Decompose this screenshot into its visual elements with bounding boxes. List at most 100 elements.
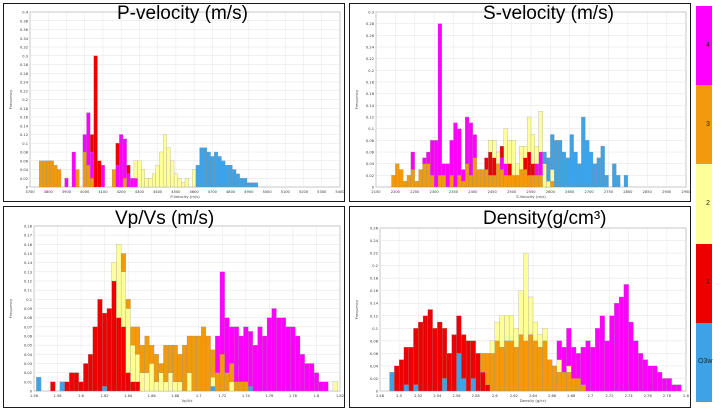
histogram-bar — [461, 378, 467, 392]
histogram-bar — [614, 303, 620, 392]
histogram-bar — [78, 381, 84, 392]
x-tick-label: 4400 — [153, 190, 163, 194]
y-tick-label: 0.22 — [366, 57, 374, 61]
histogram-bar — [111, 280, 117, 392]
x-tick-label: 2900 — [662, 190, 672, 194]
histogram-bar — [657, 372, 663, 392]
histogram-bar — [571, 378, 577, 392]
histogram-bar — [53, 165, 58, 188]
histogram-bar — [647, 365, 653, 392]
x-tick-label: 4500 — [171, 190, 181, 194]
histogram-bar — [82, 151, 87, 188]
histogram-bar — [609, 315, 615, 392]
histogram-bar — [254, 182, 259, 188]
histogram-bar — [139, 345, 145, 373]
histogram-bar — [229, 381, 235, 392]
y-tick-label: 0.24 — [366, 46, 375, 50]
histogram-bar — [100, 165, 105, 188]
histogram-bar — [595, 328, 601, 392]
vpvs-panel: 0 0.01 0.02 0.03 0.04 0.05 0.06 0.07 0.08 0.09 0.1… — [3, 206, 345, 408]
legend-swatch — [696, 85, 712, 165]
histogram-bar — [191, 335, 197, 392]
histogram-bar — [210, 156, 215, 188]
y-tick-label: 0.04 — [24, 353, 33, 357]
histogram-bar — [141, 169, 146, 188]
x-tick-label: 4900 — [244, 190, 254, 194]
histogram-bar — [519, 169, 524, 188]
histogram-bar — [422, 315, 428, 392]
histogram-bar — [214, 151, 218, 188]
y-tick-label: 0 — [26, 186, 29, 190]
y-tick-label: 0.02 — [20, 177, 28, 181]
histogram-bar — [135, 381, 141, 392]
histogram-bar — [426, 151, 431, 164]
histogram-bar — [566, 365, 572, 373]
histogram-bar — [49, 160, 54, 188]
x-tick-label: 4800 — [226, 190, 236, 194]
histogram-bar — [488, 140, 493, 153]
histogram-bar — [195, 165, 200, 188]
histogram-bar — [166, 147, 171, 188]
histogram-bar — [476, 169, 481, 188]
y-tick-label: 0.22 — [20, 89, 28, 93]
histogram-bar — [449, 175, 454, 188]
histogram-bar — [585, 340, 591, 392]
y-tick-label: 0.18 — [366, 81, 375, 85]
histogram-bar — [580, 346, 586, 385]
x-tick-label: 1.56 — [30, 394, 39, 398]
histogram-bar — [276, 317, 282, 392]
x-tick-label: 2250 — [410, 190, 420, 194]
histogram-bar — [484, 157, 489, 170]
histogram-bar — [470, 378, 476, 392]
histogram-bar — [210, 386, 216, 392]
histogram-bar — [163, 381, 169, 392]
histogram-bar — [575, 353, 581, 379]
histogram-bar — [556, 340, 562, 360]
histogram-bar — [542, 163, 547, 188]
histogram-bar — [442, 328, 448, 379]
histogram-bar — [395, 163, 400, 188]
histogram-bar — [566, 328, 572, 367]
histogram-bar — [499, 346, 505, 392]
y-tick-label: 0.1 — [372, 327, 378, 331]
histogram-bar — [413, 328, 419, 385]
histogram-bar — [235, 173, 240, 188]
histogram-bar — [642, 359, 648, 392]
histogram-bar — [210, 349, 216, 378]
histogram-bar — [518, 334, 524, 392]
histogram-bar — [205, 335, 211, 392]
histogram-bar — [250, 182, 255, 188]
y-tick-label: 0 — [376, 390, 379, 394]
x-tick-label: 2.62 — [510, 394, 518, 398]
histogram-bar — [599, 315, 605, 392]
histogram-bar — [530, 175, 535, 188]
histogram-bar — [453, 122, 458, 188]
histogram-bar — [461, 181, 466, 188]
x-tick-label: 2700 — [585, 190, 595, 194]
histogram-bar — [139, 372, 145, 392]
legend-swatch — [696, 322, 712, 402]
histogram-bar — [50, 381, 56, 392]
histogram-bar — [97, 160, 102, 188]
legend-label: 1 — [706, 279, 710, 287]
histogram-bar — [537, 346, 543, 392]
y-axis-label: Frequency — [8, 298, 13, 318]
histogram-bar — [527, 151, 532, 176]
histogram-bar — [233, 326, 239, 382]
chart-title: Vp/Vs (m/s) — [115, 208, 215, 229]
histogram-bar — [196, 335, 202, 392]
histogram-bar — [496, 151, 501, 164]
y-tick-label: 0.16 — [24, 243, 33, 247]
y-tick-label: 0.08 — [366, 139, 375, 143]
y-tick-label: 0.3 — [22, 54, 28, 58]
y-tick-label: 0.06 — [20, 159, 29, 163]
histogram-bar — [97, 299, 103, 392]
histogram-bar — [511, 140, 516, 176]
histogram-bar — [532, 321, 538, 341]
x-tick-label: 2550 — [526, 190, 536, 194]
y-tick-label: 0.04 — [20, 168, 29, 172]
x-tick-label: 1.7 — [196, 394, 202, 398]
histogram-bar — [561, 151, 566, 188]
histogram-bar — [558, 140, 563, 188]
histogram-bar — [554, 140, 559, 188]
